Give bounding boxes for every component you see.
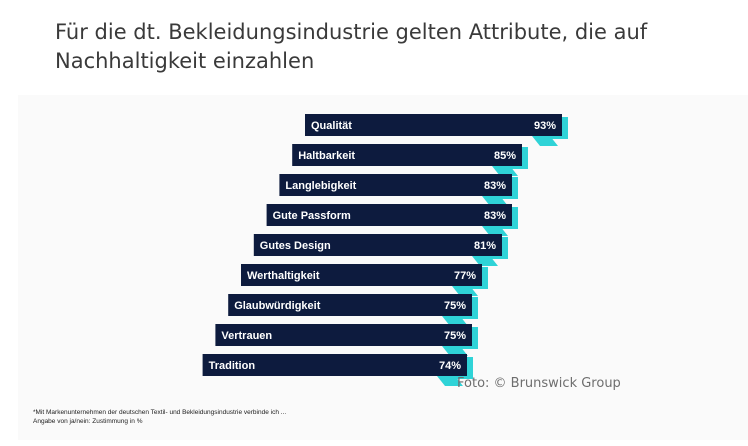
value-label: 93% xyxy=(534,120,556,132)
bar xyxy=(215,324,472,346)
value-label: 83% xyxy=(484,180,506,192)
bar xyxy=(292,144,522,166)
category-label: Haltbarkeit xyxy=(298,150,355,162)
footnote: *Mit Markenunternehmen der deutschen Tex… xyxy=(33,408,286,426)
category-label: Tradition xyxy=(209,360,256,372)
value-label: 81% xyxy=(474,240,496,252)
category-label: Werthaltigkeit xyxy=(247,270,320,282)
bar-labels: Qualität 93% Haltbarkeit 85% Langlebigkeit 83… xyxy=(209,120,557,372)
bar xyxy=(305,114,562,136)
bar xyxy=(253,234,502,256)
category-label: Gute Passform xyxy=(273,210,351,222)
footnote-line-2: Angabe von ja/nein: Zustimmung in % xyxy=(33,418,143,425)
bar xyxy=(241,264,482,286)
photo-credit: Foto: © Brunswick Group xyxy=(457,376,621,391)
bars xyxy=(202,114,562,376)
category-label: Langlebigkeit xyxy=(285,180,356,192)
category-label: Vertrauen xyxy=(221,330,272,342)
category-label: Glaubwürdigkeit xyxy=(234,300,321,312)
value-label: 74% xyxy=(439,360,461,372)
footnote-line-1: *Mit Markenunternehmen der deutschen Tex… xyxy=(33,409,287,416)
bar xyxy=(228,294,472,316)
value-label: 83% xyxy=(484,210,506,222)
value-label: 75% xyxy=(444,300,466,312)
page-title: Für die dt. Bekleidungsindustrie gelten … xyxy=(55,20,648,73)
value-label: 85% xyxy=(494,150,516,162)
category-label: Qualität xyxy=(311,120,352,132)
bar xyxy=(279,174,512,196)
value-label: 77% xyxy=(454,270,476,282)
value-label: 75% xyxy=(444,330,466,342)
category-label: Gutes Design xyxy=(260,240,331,252)
bar xyxy=(202,354,467,376)
bar xyxy=(266,204,512,226)
